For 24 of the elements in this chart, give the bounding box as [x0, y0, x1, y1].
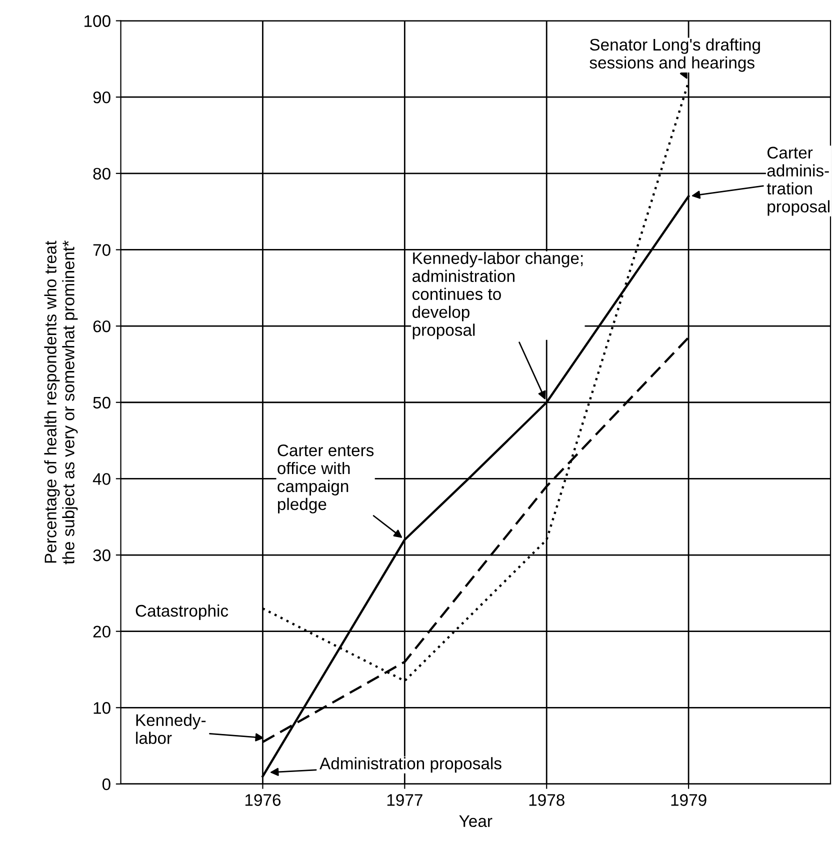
y-tick-label: 100	[84, 15, 110, 27]
y-tick-label: 0	[102, 778, 110, 790]
x-axis-title: Year	[459, 815, 492, 828]
y-tick-label: 90	[93, 91, 110, 104]
y-tick-label: 60	[93, 320, 110, 332]
y-tick-label: 10	[94, 702, 110, 714]
x-tick-label: 1978	[529, 794, 564, 806]
text: Kennedy- labor	[136, 714, 206, 744]
y-tick-label: 70	[93, 244, 110, 256]
y-tick-label: 80	[93, 168, 110, 180]
legend-label: Administration proposals	[320, 757, 502, 773]
annotation: Carter adminis- tration proposal	[766, 146, 830, 216]
text: Catastrophic	[136, 604, 228, 620]
y-tick-label: 40	[92, 473, 110, 485]
y-tick-label: 30	[93, 549, 110, 562]
y-tick-label: 50	[93, 396, 110, 409]
annotation: Carter enters office with campaign pledge	[278, 444, 374, 514]
annotation: Kennedy-labor change; administration continues to develop proposal	[412, 252, 583, 340]
y-tick-label: 20	[93, 626, 110, 638]
x-tick-label: 1979	[671, 794, 706, 806]
x-tick-label: 1977	[387, 794, 422, 806]
annotation: Senator Long's drafting sessions and hearings	[590, 38, 760, 72]
y-axis-title: Percentage of health respondents who treat the subject as very or somewhat prominent*	[44, 240, 78, 564]
x-tick-label: 1976	[245, 794, 281, 806]
